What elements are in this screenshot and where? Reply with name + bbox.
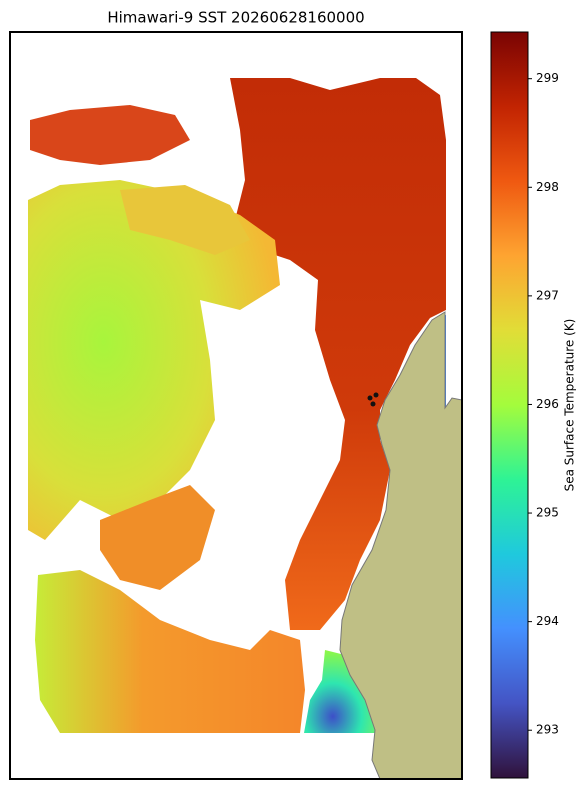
stations [367, 392, 379, 407]
sst-field [30, 105, 190, 165]
sst-field [120, 185, 250, 255]
colorbar-tick-label: 298 [536, 180, 559, 194]
colorbar-tick-label: 294 [536, 614, 559, 628]
colorbar-tick-label: 296 [536, 397, 559, 411]
colorbar [490, 31, 529, 779]
station [373, 392, 379, 398]
sst-field [28, 180, 280, 540]
station [370, 401, 376, 407]
station [367, 395, 373, 401]
map [9, 31, 463, 780]
sst-field [100, 485, 215, 590]
map-frame [9, 31, 463, 780]
sst-field [230, 78, 446, 630]
colorbar-tick-label: 297 [536, 288, 559, 302]
colorbar-label: Sea Surface Temperature (K) [563, 319, 577, 492]
colorbar-tick-label: 295 [536, 506, 559, 520]
colorbar-tick-label: 299 [536, 71, 559, 85]
chart-title: Himawari-9 SST 20260628160000 [107, 9, 364, 27]
sst-field [304, 650, 376, 733]
sst-field [35, 570, 305, 733]
colorbar-tick-label: 293 [536, 723, 559, 737]
